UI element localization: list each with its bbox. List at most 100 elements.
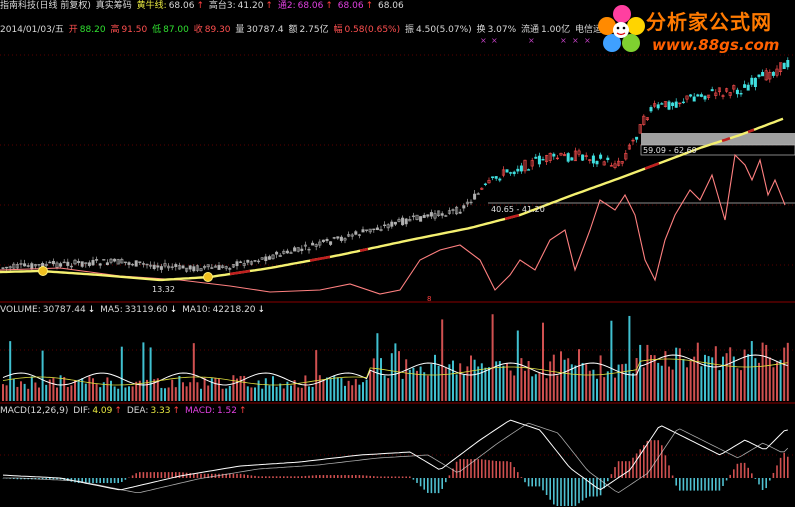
macd-bar [376,476,379,478]
candle-body [401,217,405,226]
candle-body [62,261,66,264]
volume-bar [149,347,152,401]
candle-body [728,92,732,96]
volume-bar [416,370,418,401]
signal-dot-1[interactable] [38,266,48,276]
volume-bar [772,367,775,401]
macd-bar [92,478,94,484]
volume-bar [466,366,469,401]
candle-body [116,259,120,265]
volume-bar [664,351,667,401]
macd-bar [740,462,742,478]
volume-bar [160,387,163,401]
volume-bar [254,387,256,401]
volume-bar [135,381,138,401]
candle-body [174,264,178,267]
candle-body [163,263,167,267]
candle-body [761,72,765,77]
volume-bar [236,378,238,401]
candle-body [33,264,37,267]
volume-bar [300,387,303,401]
volume-bar [700,366,703,401]
candle-body [491,176,495,179]
candle-body [537,155,541,165]
macd-bar [319,475,321,478]
macd-bar [38,478,40,480]
volume-bar [63,377,66,401]
volume-bar [77,379,80,401]
candle-body [645,117,649,121]
candle-body [753,77,757,87]
volume-bar [290,385,292,401]
macd-bar [772,472,775,478]
macd-bar [743,462,746,478]
candle-body [653,103,657,107]
ma10-label: MA10: [182,305,211,315]
band-lower-label: 40.65 - 41.20 [491,205,545,214]
macd-bar [553,478,555,505]
macd-bar [131,475,134,478]
candle-body [325,239,329,242]
volume-bar [228,385,231,401]
volume-bar [401,378,404,401]
volume-bar [448,364,451,401]
candle-body [105,262,109,266]
macd-bar [707,478,710,491]
macd-bar [293,476,296,478]
volume-bar [369,371,372,401]
volume-value: 30787.4 [246,25,284,35]
volume-bar [156,378,159,401]
volume-bar [113,386,116,401]
macd-bar [95,478,98,484]
signal-dot-2[interactable] [203,272,213,282]
volume-bar [174,387,177,401]
macd-bar [135,473,137,478]
macd-bar [232,473,235,478]
macd-bar [671,475,674,478]
volume-bar [365,379,368,401]
volume-bar [484,367,487,401]
macd-bar [373,476,375,478]
volume-bar [750,341,753,401]
macd-bar [581,478,584,501]
candle-body [426,214,430,217]
volume-indicator-value: 30787.44 [42,305,86,315]
macd-bar [704,478,706,491]
candle-body [609,165,613,167]
volume-bar [326,377,328,401]
macd-bar [427,478,429,493]
macd-bar [239,473,242,478]
volume-bar [182,382,184,401]
candle-body [570,157,574,161]
sector-label: 电信运营 [574,25,611,35]
volume-bar [596,378,598,401]
macd-bar [160,472,163,478]
volume-bar [106,377,109,401]
down-arrow-icon: ↓ [169,305,178,315]
volume-bar [257,380,260,401]
candle-body [275,251,279,255]
volume-bar [718,370,721,401]
macd-bar [175,472,177,478]
volume-bar [59,375,62,401]
volume-bar [729,347,732,401]
candle-body [242,263,246,266]
volume-bar [41,350,44,401]
candle-body [696,94,700,97]
amount-label: 额 [288,25,298,35]
volume-bar [322,379,325,401]
candle-body [383,224,387,227]
candle-body [386,224,390,229]
macd-bar [146,472,148,478]
volume-bar [599,355,602,401]
macd-bar [56,478,58,480]
candle-body [368,228,372,233]
volume-bar [95,383,98,401]
macd-bar [351,475,353,478]
macd-bar [646,440,649,478]
macd-bar [513,467,515,478]
macd-bar [437,478,440,494]
volume-bar [358,384,361,401]
marker-label: 8 [427,295,432,303]
